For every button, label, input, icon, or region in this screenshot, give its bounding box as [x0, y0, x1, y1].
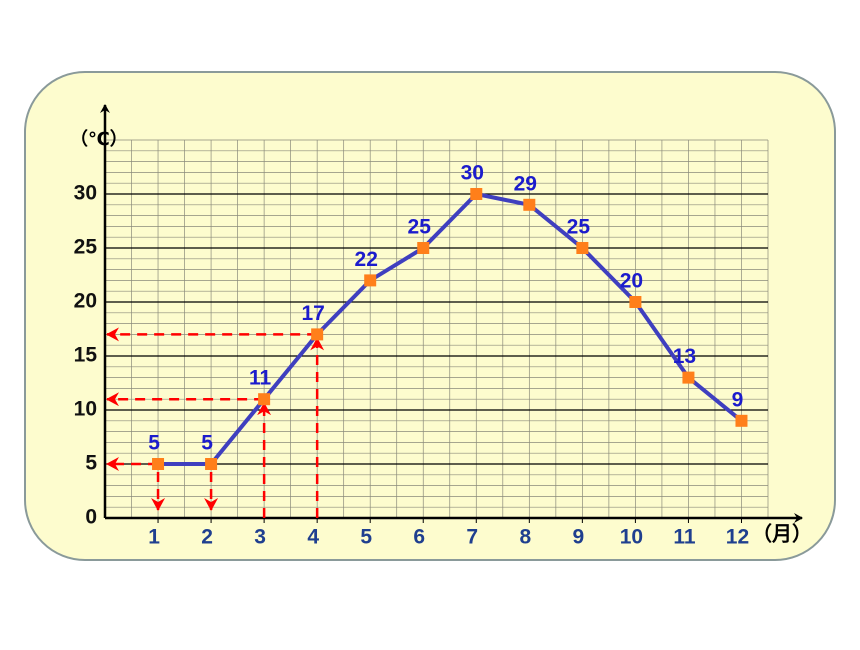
data-point — [205, 458, 218, 470]
x-tick-label: 4 — [307, 526, 319, 549]
data-label: 13 — [673, 345, 696, 368]
data-label: 25 — [408, 216, 432, 239]
y-tick-label: 10 — [74, 398, 97, 421]
data-point — [417, 242, 430, 254]
data-label: 22 — [355, 248, 378, 271]
data-label: 9 — [732, 388, 744, 411]
x-tick-label: 11 — [673, 526, 696, 549]
data-point — [576, 242, 589, 254]
data-point — [629, 296, 642, 308]
data-point — [364, 274, 377, 287]
y-tick-label: 30 — [74, 182, 97, 205]
data-label: 30 — [461, 162, 484, 185]
x-tick-label: 12 — [726, 526, 749, 549]
y-tick-label: 15 — [74, 344, 98, 367]
x-tick-label: 7 — [466, 526, 478, 549]
x-tick-label: 10 — [620, 526, 643, 549]
data-point — [152, 458, 165, 470]
data-point — [470, 188, 483, 200]
x-tick-label: 6 — [413, 526, 425, 549]
x-tick-label: 8 — [519, 526, 531, 549]
x-axis-label: （月） — [752, 522, 812, 545]
data-label: 5 — [201, 432, 213, 455]
x-tick-label: 2 — [201, 526, 213, 549]
x-tick-label: 1 — [148, 526, 160, 549]
y-tick-label: 0 — [85, 506, 97, 529]
data-label: 20 — [620, 270, 643, 293]
x-tick-label: 9 — [573, 526, 585, 549]
data-point — [523, 198, 536, 211]
y-tick-label: 25 — [74, 236, 98, 259]
data-label: 25 — [567, 216, 591, 239]
x-tick-label: 3 — [254, 526, 266, 549]
data-point — [258, 393, 271, 406]
data-point — [735, 414, 748, 427]
data-label: 29 — [514, 172, 537, 195]
data-point — [682, 371, 695, 384]
y-tick-label: 5 — [85, 452, 97, 475]
y-axis-label: （℃） — [70, 129, 128, 149]
data-label: 5 — [148, 432, 160, 455]
data-label: 17 — [301, 302, 324, 325]
y-tick-label: 20 — [74, 290, 97, 313]
data-label: 11 — [249, 367, 272, 390]
x-tick-label: 5 — [360, 526, 372, 549]
data-point — [311, 328, 324, 341]
data-line — [158, 192, 743, 466]
panel — [24, 71, 836, 561]
